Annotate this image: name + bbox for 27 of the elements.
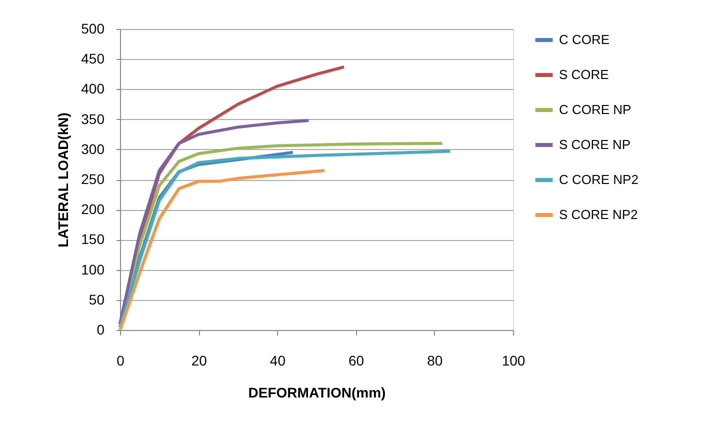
legend-label: S CORE NP2 — [559, 207, 638, 222]
y-axis-title: LATERAL LOAD(kN) — [55, 112, 72, 248]
legend-label: S CORE — [559, 67, 610, 82]
x-tick-label: 60 — [348, 352, 364, 368]
line-series — [118, 119, 310, 326]
y-tick-label: 400 — [81, 80, 105, 97]
legend-label: C CORE NP — [559, 102, 632, 117]
x-tick-label: 20 — [191, 352, 208, 368]
x-axis-title: DEFORMATION(mm) — [248, 384, 386, 400]
y-tick-label: 0 — [96, 322, 105, 338]
y-tick-label: 300 — [81, 140, 105, 157]
y-tick-label: 350 — [81, 110, 105, 127]
y-tick-label: 100 — [81, 261, 105, 278]
x-tick-label: 40 — [270, 352, 286, 368]
legend-label: C CORE NP2 — [559, 172, 638, 187]
y-tick-label: 200 — [81, 201, 105, 218]
legend-label: S CORE NP — [559, 137, 631, 152]
x-tick-label: 100 — [502, 352, 526, 368]
x-tick-label: 0 — [116, 352, 125, 368]
x-tick-label: 80 — [427, 352, 443, 368]
y-tick-label: 150 — [81, 231, 105, 248]
legend-label: C CORE — [559, 32, 610, 47]
y-tick-label: 450 — [81, 50, 105, 67]
y-tick-label: 500 — [81, 20, 105, 36]
y-tick-label: 250 — [81, 171, 105, 187]
y-tick-label: 50 — [88, 291, 105, 308]
line-series — [118, 168, 326, 332]
